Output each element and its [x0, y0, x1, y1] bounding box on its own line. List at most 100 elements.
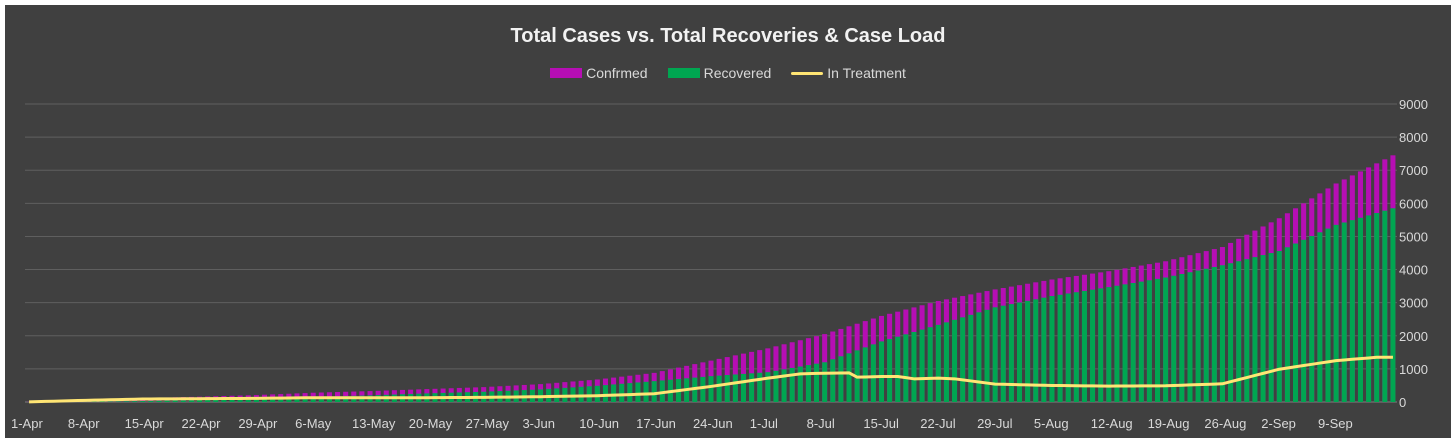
bar-recovered	[700, 376, 706, 402]
bar-recovered	[188, 400, 194, 402]
bar-recovered	[765, 372, 771, 402]
bar-recovered	[757, 372, 763, 402]
bar-recovered	[1090, 289, 1096, 402]
bar-recovered	[749, 373, 755, 402]
bar-recovered	[1276, 251, 1282, 402]
y-tick-label: 4000	[1399, 263, 1428, 278]
legend-item-confirmed: Confrmed	[550, 65, 648, 81]
bar-recovered	[887, 339, 893, 402]
bar-recovered	[1106, 287, 1112, 402]
x-tick-label: 17-Jun	[636, 416, 676, 431]
bar-recovered	[205, 399, 211, 402]
y-tick-label: 9000	[1399, 97, 1428, 112]
bar-recovered	[1073, 292, 1079, 402]
bar-recovered	[1171, 275, 1177, 402]
bar-recovered	[1236, 261, 1242, 402]
bar-recovered	[1114, 285, 1120, 402]
bar-recovered	[1349, 220, 1355, 402]
bar-recovered	[115, 401, 121, 402]
chart-area: 0 1000 2000 3000 4000 5000 6000 7000 8000 9000 1-A…	[5, 5, 1451, 438]
bar-recovered	[716, 375, 722, 402]
bar-recovered	[781, 369, 787, 402]
bar-recovered	[1203, 268, 1209, 402]
bar-recovered	[903, 334, 909, 402]
bar-recovered	[805, 365, 811, 402]
bar-recovered	[846, 353, 852, 402]
bar-recovered	[1341, 222, 1347, 402]
bar-recovered	[651, 381, 657, 402]
bar-recovered	[911, 331, 917, 402]
bar-recovered	[278, 397, 284, 402]
bar-recovered	[326, 396, 332, 402]
bar-recovered	[635, 382, 641, 402]
legend-label-in-treatment: In Treatment	[827, 65, 906, 81]
bar-recovered	[1041, 297, 1047, 402]
bar-recovered	[1098, 288, 1104, 402]
x-tick-label: 5-Aug	[1034, 416, 1069, 431]
y-tick-label: 3000	[1399, 296, 1428, 311]
legend: Confrmed Recovered In Treatment	[5, 65, 1451, 81]
bar-recovered	[148, 400, 154, 402]
bar-recovered	[822, 362, 828, 402]
bar-recovered	[1260, 255, 1266, 402]
x-tick-label: 3-Jun	[522, 416, 555, 431]
bar-recovered	[99, 401, 105, 402]
bar-recovered	[1211, 267, 1217, 402]
y-tick-label: 1000	[1399, 362, 1428, 377]
bar-recovered	[878, 341, 885, 402]
bar-recovered	[1317, 232, 1323, 402]
bar-recovered	[838, 356, 844, 402]
bar-recovered	[1357, 217, 1363, 402]
bar-recovered	[1138, 281, 1144, 402]
bar-recovered	[789, 367, 795, 402]
bar-recovered	[960, 317, 966, 402]
bar-recovered	[132, 401, 138, 402]
bar-recovered	[156, 400, 162, 402]
bar-recovered	[270, 398, 276, 402]
bar-recovered	[1016, 302, 1023, 402]
bar-recovered	[1309, 236, 1315, 402]
bar-recovered	[919, 329, 925, 402]
bar-recovered	[992, 307, 998, 402]
bar-recovered	[318, 396, 324, 402]
x-tick-label: 13-May	[352, 416, 396, 431]
x-tick-label: 22-Apr	[181, 416, 221, 431]
legend-swatch-confirmed	[550, 68, 583, 78]
bar-recovered	[1244, 259, 1250, 402]
x-tick-label: 8-Jul	[807, 416, 835, 431]
bar-recovered	[1163, 277, 1169, 402]
bar-recovered	[895, 336, 901, 402]
y-tick-label: 7000	[1399, 163, 1428, 178]
bar-recovered	[1122, 284, 1128, 402]
bar-recovered	[245, 398, 251, 402]
x-tick-label: 24-Jun	[693, 416, 733, 431]
legend-item-in-treatment: In Treatment	[791, 65, 906, 81]
bar-recovered	[773, 370, 779, 402]
x-tick-label: 1-Jul	[750, 416, 778, 431]
bar-recovered	[643, 381, 649, 402]
x-tick-label: 12-Aug	[1091, 416, 1133, 431]
bar-recovered	[1033, 299, 1039, 402]
x-tick-label: 2-Sep	[1261, 416, 1296, 431]
bar-recovered	[740, 373, 746, 402]
bar-recovered	[1081, 290, 1087, 402]
bar-recovered	[1301, 239, 1307, 402]
y-tick-label: 6000	[1399, 196, 1428, 211]
x-tick-label: 27-May	[466, 416, 510, 431]
bar-recovered	[627, 383, 633, 402]
bar-recovered	[862, 347, 868, 402]
bar-recovered	[708, 376, 714, 402]
x-tick-label: 29-Jul	[977, 416, 1013, 431]
bar-recovered	[302, 397, 308, 402]
bar-recovered	[1390, 208, 1396, 402]
bar-recovered	[1025, 300, 1031, 402]
bar-recovered	[164, 400, 170, 402]
legend-item-recovered: Recovered	[667, 65, 771, 81]
bar-recovered	[619, 383, 625, 402]
bar-recovered	[968, 314, 974, 402]
y-tick-label: 8000	[1399, 130, 1428, 145]
y-tick-label: 5000	[1399, 229, 1428, 244]
bar-recovered	[952, 319, 958, 402]
bar-recovered	[797, 366, 803, 402]
bar-recovered	[1057, 294, 1063, 402]
